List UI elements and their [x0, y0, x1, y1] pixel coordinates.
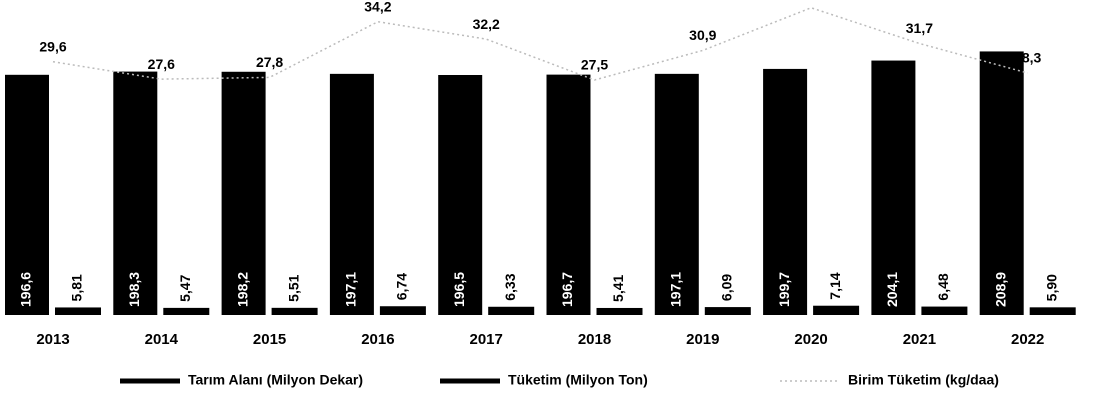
bar-value-label: 6,33	[502, 273, 518, 300]
x-tick-label: 2022	[1011, 331, 1044, 348]
line	[52, 6, 1028, 81]
bar	[5, 74, 49, 315]
bar-value-label: 5,81	[69, 274, 85, 301]
x-tick-label: 2020	[794, 331, 827, 348]
line-value-label: 28,3	[1014, 50, 1041, 66]
bar-value-label: 5,51	[285, 274, 301, 301]
legend-label: Tarım Alanı (Milyon Dekar)	[188, 372, 363, 388]
bar	[596, 307, 643, 315]
bar-value-label: 196,7	[559, 272, 575, 307]
bar	[113, 71, 158, 315]
bar	[488, 306, 535, 315]
bar	[329, 73, 374, 315]
bar-value-label: 7,14	[827, 272, 843, 299]
bar-value-label: 204,1	[884, 272, 900, 307]
bar-value-label: 198,2	[234, 272, 250, 307]
bar-value-label: 197,1	[343, 272, 359, 307]
bar	[654, 73, 699, 315]
bar-value-label: 197,1	[668, 272, 684, 307]
bar	[546, 74, 591, 316]
x-tick-label: 2014	[145, 331, 179, 348]
bar-value-label: 5,41	[610, 275, 626, 302]
line-value-label: 27,5	[581, 57, 608, 73]
bar-value-label: 5,47	[177, 274, 193, 301]
bar-value-label: 6,09	[719, 274, 735, 301]
line-value-label: 31,7	[906, 20, 933, 36]
x-tick-label: 2013	[36, 331, 69, 348]
bar-value-label: 198,3	[126, 272, 142, 307]
bar	[1029, 307, 1076, 315]
x-tick-label: 2016	[361, 331, 394, 348]
bar-value-label: 208,9	[992, 272, 1008, 307]
line-value-label: 27,8	[256, 54, 283, 70]
x-tick-label: 2021	[903, 331, 936, 348]
bar	[163, 307, 210, 315]
line-value-label: 30,9	[689, 27, 716, 43]
bar	[379, 306, 426, 315]
line-value-label: 27,6	[148, 56, 175, 72]
bar	[979, 51, 1024, 315]
legend-label: Tüketim (Milyon Ton)	[508, 372, 648, 388]
bar	[221, 71, 266, 316]
legend-label: Birim Tüketim (kg/daa)	[848, 372, 999, 388]
bar	[871, 60, 916, 316]
x-tick-label: 2017	[470, 331, 503, 348]
x-tick-label: 2019	[686, 331, 719, 348]
line-value-label: 29,6	[39, 38, 66, 54]
bar	[763, 68, 808, 315]
bar-value-label: 5,90	[1043, 274, 1059, 301]
x-tick-label: 2018	[578, 331, 611, 348]
bar-value-label: 196,5	[451, 272, 467, 307]
bar	[271, 307, 318, 315]
bar-value-label: 199,7	[776, 272, 792, 307]
bar	[704, 307, 751, 315]
bar	[921, 306, 968, 315]
bar	[55, 307, 101, 315]
bar-value-label: 6,48	[935, 273, 951, 300]
bar-value-label: 6,74	[394, 273, 410, 300]
line-value-label: 32,2	[473, 16, 500, 32]
x-tick-label: 2015	[253, 331, 286, 348]
bar	[438, 75, 483, 315]
bar	[813, 305, 860, 315]
bar-value-label: 196,6	[18, 272, 34, 307]
line-value-label: 34,2	[364, 0, 391, 14]
